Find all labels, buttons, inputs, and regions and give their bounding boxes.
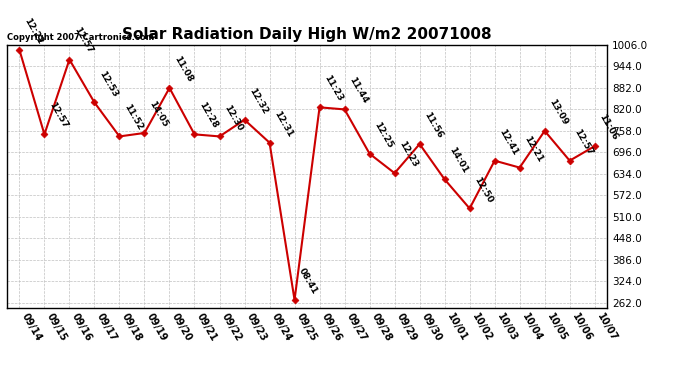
Text: Copyright 2007 Cartronics.com: Copyright 2007 Cartronics.com	[7, 33, 154, 42]
Text: 11:52: 11:52	[122, 103, 144, 132]
Text: 12:30: 12:30	[222, 103, 244, 132]
Text: 12:31: 12:31	[273, 109, 295, 138]
Text: 14:05: 14:05	[147, 99, 169, 129]
Text: 11:08: 11:08	[172, 55, 195, 84]
Text: 11:44: 11:44	[347, 76, 370, 105]
Text: 13:09: 13:09	[547, 98, 569, 127]
Text: 12:57: 12:57	[47, 101, 70, 130]
Text: 08:41: 08:41	[297, 266, 319, 296]
Text: 14:01: 14:01	[447, 146, 469, 175]
Text: 12:50: 12:50	[473, 175, 495, 204]
Text: 12:23: 12:23	[397, 140, 420, 169]
Text: 11:23: 11:23	[322, 74, 344, 103]
Text: 12:41: 12:41	[497, 127, 520, 156]
Text: 11:56: 11:56	[422, 111, 444, 140]
Text: 11:06: 11:06	[598, 113, 620, 142]
Text: 12:57: 12:57	[573, 127, 595, 156]
Text: 12:57: 12:57	[72, 26, 95, 56]
Text: 12:32: 12:32	[247, 86, 269, 116]
Text: 12:53: 12:53	[97, 69, 119, 98]
Title: Solar Radiation Daily High W/m2 20071008: Solar Radiation Daily High W/m2 20071008	[122, 27, 492, 42]
Text: 12:28: 12:28	[197, 101, 219, 130]
Text: 12:22: 12:22	[22, 16, 44, 46]
Text: 12:21: 12:21	[522, 134, 544, 164]
Text: 12:25: 12:25	[373, 120, 395, 150]
